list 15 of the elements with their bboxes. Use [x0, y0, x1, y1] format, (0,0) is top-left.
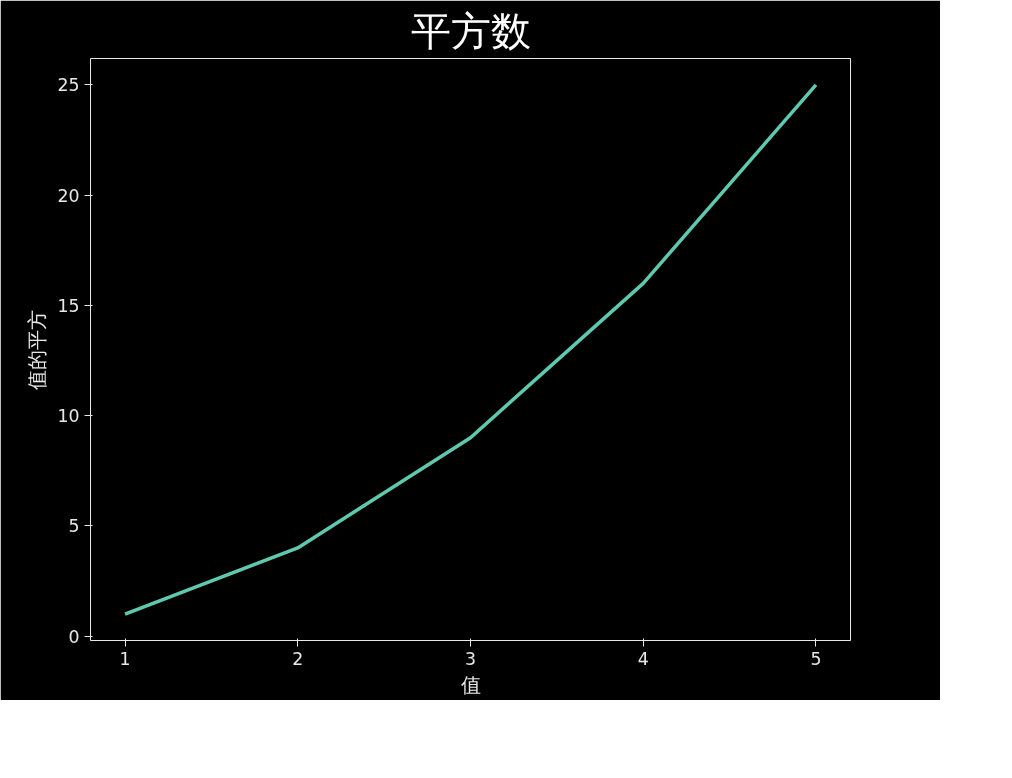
line-series	[123, 83, 818, 616]
y-tick-label: 15	[57, 295, 80, 316]
x-tick-label: 4	[637, 648, 649, 669]
chart-title: 平方数	[410, 7, 531, 54]
x-tick-label: 2	[292, 648, 304, 669]
x-tick-label: 5	[810, 648, 822, 669]
x-axis-title: 值	[460, 672, 481, 697]
y-tick-label: 5	[68, 516, 80, 537]
y-axis-title: 值的平方	[25, 309, 50, 390]
y-tick-label: 20	[57, 185, 80, 206]
x-tick-label: 3	[464, 648, 477, 669]
y-tick-label: 0	[68, 626, 80, 647]
y-tick-label: 10	[57, 406, 80, 427]
x-tick-label: 1	[119, 648, 131, 669]
y-tick-label: 25	[57, 75, 80, 96]
